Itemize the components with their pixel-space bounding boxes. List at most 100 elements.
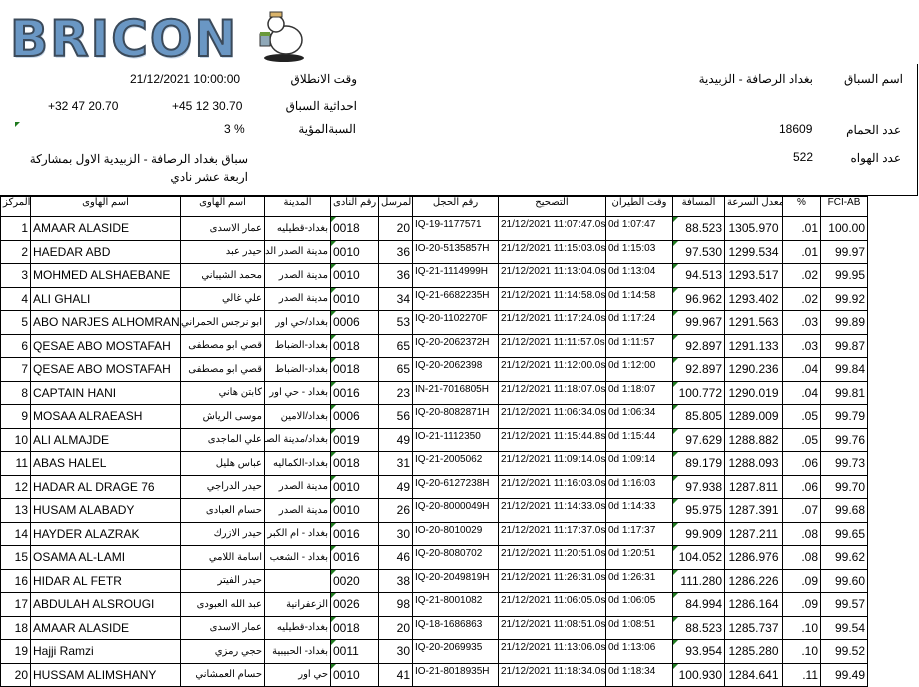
table-row[interactable]: 6 QESAE ABO MOSTAFAH قصي ابو مصطفى بغداد-ال… <box>0 333 868 358</box>
cell-loft: 36 <box>378 263 413 288</box>
table-row[interactable]: 15 OSAMA AL-LAMI اسامة اللامي بغداد - الشعب… <box>0 545 868 570</box>
cell-clock-time: 21/12/2021 11:06:05.0s <box>498 592 606 617</box>
table-row[interactable]: 17 ABDULAH ALSROUGI عبد الله العبودى الزعفر… <box>0 592 868 617</box>
cell-name-ar: حيدر الازرك <box>180 521 265 546</box>
cell-city: بغداد-الكماليه <box>264 451 331 476</box>
cell-text: Hajji Ramzi <box>33 644 94 659</box>
table-row[interactable]: 12 HADAR AL DRAGE 76 حيدر الدراجي مدينة الص… <box>0 474 868 499</box>
cell-percent: .02 <box>782 263 821 288</box>
cell-percent: .03 <box>782 333 821 358</box>
table-row[interactable]: 13 HUSAM ALABADY حسام العبادى مدينة الصدر 00… <box>0 498 868 523</box>
table-row[interactable]: 16 HIDAR AL FETR حيدر الفيتر 0020 38 IQ-20-20… <box>0 568 868 593</box>
cell-text: .10 <box>801 620 818 635</box>
cell-club-no: 0019 <box>330 427 379 452</box>
cell-text: بغداد - حي اور <box>269 387 328 399</box>
header-fci-ab: FCI-AB <box>820 196 868 217</box>
table-row[interactable]: 20 HUSSAM ALIMSHANY حسام العمشاني حي اور 001… <box>0 662 868 687</box>
cell-text: 19 <box>14 644 28 659</box>
cell-text: مدينة الصدر الدسيم <box>265 246 329 258</box>
cell-text: IQ-20-8080702 <box>415 548 483 559</box>
header-ring-no: رقم الحجل <box>412 196 499 217</box>
cell-fci-ab: 99.73 <box>820 451 868 476</box>
cell-text: IQ-20-2069935 <box>415 642 483 653</box>
cell-text: 1291.133 <box>728 338 779 353</box>
cell-speed: 1287.811 <box>724 474 783 499</box>
cell-flight-time: 0d 1:18:07 <box>605 380 673 405</box>
table-row[interactable]: 10 ALI ALMAJDE علي الماجدى بغداد/مدينة الصد… <box>0 427 868 452</box>
table-row[interactable]: 9 MOSAA ALRAEASH موسى الرياش بغداد/الامين 00… <box>0 404 868 429</box>
cell-fci-ab: 99.49 <box>820 662 868 687</box>
cell-fci-ab: 99.81 <box>820 380 868 405</box>
cell-distance: 99.909 <box>672 521 725 546</box>
cell-flight-time: 0d 1:11:57 <box>605 333 673 358</box>
cell-clock-time: 21/12/2021 11:18:34.0s <box>498 662 606 687</box>
cell-name-en: HIDAR AL FETR <box>30 568 181 593</box>
table-row[interactable]: 5 ABO NARJES ALHOMRANE ابو نرجس الحمراني بغ… <box>0 310 868 335</box>
cell-text: 0026 <box>333 597 360 612</box>
table-row[interactable]: 4 ALI GHALI علي غالي مدينة الصدر 0010 34 IQ-21… <box>0 286 868 311</box>
birds-count-label: عدد الحمام <box>846 123 901 137</box>
cell-distance: 95.975 <box>672 498 725 523</box>
cell-text: 21/12/2021 11:09:14.0s <box>501 454 606 465</box>
cell-text: 92.897 <box>685 338 722 353</box>
cell-name-ar: كابتن هاني <box>180 380 265 405</box>
cell-ring-no: IO-21-1112350 <box>412 427 499 452</box>
cell-percent: .04 <box>782 380 821 405</box>
cell-text: 0010 <box>333 479 360 494</box>
race-description: سباق بغداد الرصافة - الزبيدية الاول بمشا… <box>29 152 248 184</box>
table-row[interactable]: 18 AMAAR ALASIDE عمار الاسدى بغداد-قطيليه 00… <box>0 615 868 640</box>
cell-text: 20 <box>14 667 28 682</box>
cell-city: بغداد/حي اور <box>264 310 331 335</box>
table-row[interactable]: 7 QESAE ABO MOSTAFAH قصي ابو مصطفى بغداد-ال… <box>0 357 868 382</box>
cell-text: 31 <box>396 456 410 471</box>
race-name-label: اسم السباق <box>844 72 903 86</box>
cell-text: 99.84 <box>834 362 865 377</box>
cell-text: IQ-21-2005062 <box>415 454 483 465</box>
cell-loft: 49 <box>378 427 413 452</box>
cell-loft: 49 <box>378 474 413 499</box>
cell-text: 85.805 <box>685 409 722 424</box>
table-row[interactable]: 1 AMAAR ALASIDE عمار الاسدى بغداد-قطيليه 001… <box>0 216 868 241</box>
cell-text: 9 <box>21 409 28 424</box>
cell-text: 88.523 <box>685 620 722 635</box>
cell-club-no: 0010 <box>330 498 379 523</box>
cell-text: AMAAR ALASIDE <box>33 620 130 635</box>
pigeon-mascot-icon <box>259 11 304 62</box>
cell-text: قصي ابو مصطفى <box>188 340 262 352</box>
table-row[interactable]: 14 HAYDER ALAZRAK حيدر الازرك بغداد - ام ال… <box>0 521 868 546</box>
cell-text: 1293.517 <box>728 268 779 283</box>
cell-text: 21/12/2021 11:15:44.8s <box>501 430 606 442</box>
cell-text: 21/12/2021 11:08:51.0s <box>501 618 606 630</box>
cell-ring-no: IQ-20-6127238H <box>412 474 499 499</box>
cell-text: بغداد-الضباط <box>274 340 328 352</box>
cell-flight-time: 0d 1:12:00 <box>605 357 673 382</box>
cell-text: 21/12/2021 11:11:57.0s <box>501 336 605 348</box>
cell-text: 0006 <box>333 315 360 330</box>
cell-text: IO-21-1112350 <box>415 430 481 442</box>
cell-rank: 11 <box>0 451 31 476</box>
table-row[interactable]: 19 Hajji Ramzi حجي رمزي بغداد- الحبيبية 0011… <box>0 639 868 664</box>
cell-text: 88.523 <box>685 221 722 236</box>
comment-marker-icon <box>331 311 336 316</box>
cell-clock-time: 21/12/2021 11:16:03.0s <box>498 474 606 499</box>
cell-speed: 1290.019 <box>724 380 783 405</box>
table-row[interactable]: 11 ABAS HALEL عباس هليل بغداد-الكماليه 0018 3… <box>0 451 868 476</box>
cell-speed: 1285.737 <box>724 615 783 640</box>
cell-text: 0d 1:17:24 <box>608 313 656 324</box>
cell-text: 30 <box>396 644 410 659</box>
cell-text: 1289.009 <box>728 409 779 424</box>
cell-text: عمار الاسدى <box>209 222 262 234</box>
cell-text: QESAE ABO MOSTAFAH <box>33 338 171 353</box>
cell-text: مدينة الصدر <box>278 504 328 516</box>
header-city: المدينة <box>264 196 331 217</box>
cell-loft: 26 <box>378 498 413 523</box>
cell-text: 21/12/2021 11:06:34.0s <box>501 407 606 418</box>
cell-ring-no: IQ-20-8080702 <box>412 545 499 570</box>
cell-speed: 1284.641 <box>724 662 783 687</box>
cell-name-en: HAYDER ALAZRAK <box>30 521 181 546</box>
table-row[interactable]: 3 MOHMED ALSHAEBANE محمد الشيباني مدينة الص… <box>0 263 868 288</box>
comment-marker-icon <box>673 264 678 269</box>
header-flight-time: وقت الطيران <box>605 196 673 217</box>
table-row[interactable]: 8 CAPTAIN HANI كابتن هاني بغداد - حي اور 001… <box>0 380 868 405</box>
